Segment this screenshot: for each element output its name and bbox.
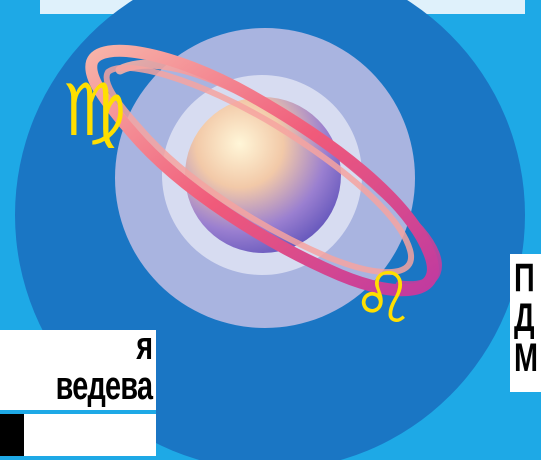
caption-right-gap [510, 392, 541, 456]
virgo-glyph-icon: ♍ [62, 68, 127, 152]
caption-right-line-3: М [514, 336, 538, 380]
ring-front-inner [103, 64, 415, 276]
caption-box-left: я ведева [0, 330, 156, 456]
caption-left-line-2: ведева [55, 364, 152, 408]
caption-right-line-2: Д [514, 296, 535, 340]
caption-right-line-1: П [514, 256, 535, 300]
leo-glyph-icon: ♌ [352, 257, 415, 339]
ring-front-outer [85, 44, 439, 297]
caption-box-right: П Д М [510, 254, 541, 456]
caption-left-stub [0, 414, 24, 456]
caption-left-line-1: я [135, 330, 153, 368]
caption-left-gap [0, 410, 156, 414]
